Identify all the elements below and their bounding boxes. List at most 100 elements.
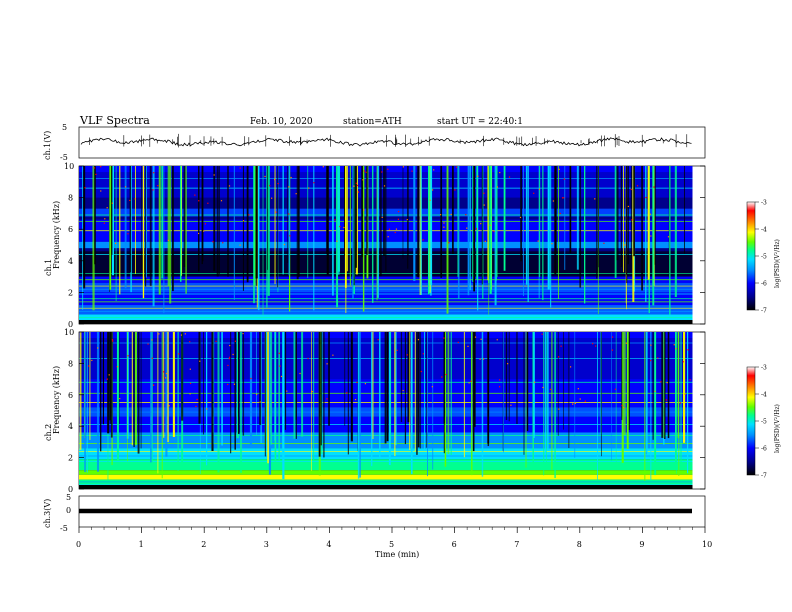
speckle [483, 358, 485, 360]
ch1-spectrogram-ylabel: Frequency (kHz) [52, 201, 61, 269]
speckle [100, 166, 102, 168]
speckle [229, 344, 231, 347]
speckle [288, 213, 290, 215]
speckle [650, 360, 652, 362]
speckle [279, 365, 281, 367]
speckle [111, 339, 114, 341]
ch1-colorbar-ticks: -3 -4 -5 -6 -7 [755, 200, 767, 315]
speckle [106, 378, 108, 380]
time-tick-label: 4 [326, 540, 331, 549]
speckle [259, 401, 261, 403]
speckle [127, 355, 129, 357]
sferic-stripe [625, 166, 627, 304]
sferic-stripe [185, 166, 187, 294]
speckle [614, 388, 617, 390]
sferic-stripe [516, 332, 518, 425]
sferic-stripe [129, 166, 132, 273]
spectrogram-band [79, 459, 693, 471]
speckle [88, 365, 90, 367]
sferic-stripe [84, 332, 86, 473]
speckle [625, 342, 627, 344]
sferic-stripe [359, 332, 361, 478]
ch1-colorbar-label: log(PSD)(V²/Hz) [774, 239, 781, 288]
figure-date: Feb. 10, 2020 [250, 117, 313, 127]
time-tick-label: 1 [139, 540, 144, 549]
speckle [124, 186, 127, 188]
sferic-stripe [473, 166, 476, 292]
ch1-spikes [89, 133, 688, 148]
sferic-stripe [654, 166, 656, 265]
speckle [572, 403, 574, 405]
sferic-stripe [92, 166, 95, 311]
sferic-stripe [611, 332, 612, 461]
sferic-stripe [366, 166, 368, 255]
sferic-stripe [525, 166, 528, 285]
sferic-stripe [554, 166, 557, 275]
speckle [119, 397, 121, 400]
speckle [579, 398, 581, 400]
sferic-stripe [130, 166, 132, 293]
sferic-stripe [427, 166, 430, 295]
sferic-stripe [407, 332, 410, 423]
sferic-stripe [574, 332, 576, 458]
sferic-stripe [150, 332, 152, 463]
sferic-stripe [347, 332, 349, 455]
sferic-stripe [686, 332, 689, 474]
spectrogram-band [79, 305, 693, 315]
speckle [443, 222, 445, 224]
sferic-stripe [630, 166, 632, 260]
sferic-stripe [386, 332, 389, 442]
sferic-stripe [246, 166, 249, 283]
sferic-stripe [663, 332, 665, 438]
speckle [666, 382, 668, 384]
sferic-stripe [532, 332, 534, 465]
sferic-stripe [550, 166, 552, 308]
time-tick-label: 0 [76, 540, 81, 549]
sferic-stripe [419, 332, 421, 449]
speckle [153, 384, 155, 386]
speckle [147, 343, 149, 345]
sferic-stripe [472, 332, 475, 452]
colorbar-tick-label: -4 [761, 227, 767, 234]
sferic-stripe [284, 332, 287, 430]
sferic-stripe [430, 166, 433, 286]
sferic-stripe [615, 332, 617, 470]
sferic-stripe [345, 166, 347, 314]
sferic-stripe [167, 166, 170, 287]
speckle [396, 349, 398, 351]
sferic-stripe [133, 332, 135, 448]
sferic-stripe [149, 166, 152, 286]
sferic-stripe [626, 166, 627, 275]
speckle [157, 185, 159, 187]
speckle [387, 168, 389, 170]
sferic-stripe [255, 166, 258, 279]
sferic-stripe [416, 332, 418, 455]
sferic-stripe [328, 332, 330, 426]
sferic-stripe [255, 332, 257, 435]
sferic-stripe [502, 332, 504, 453]
speckle [429, 199, 431, 201]
speckle [84, 187, 86, 189]
speckle [558, 356, 560, 358]
sferic-stripe [135, 166, 136, 275]
spectrogram-band [79, 314, 693, 321]
speckle [454, 189, 456, 191]
colorbar-tick-label: -7 [761, 473, 767, 480]
sferic-stripe [140, 332, 142, 449]
sferic-stripe [476, 166, 478, 280]
speckle [356, 184, 359, 187]
sferic-stripe [388, 332, 391, 466]
speckle [222, 242, 224, 244]
colorbar-tick-label: -7 [761, 308, 767, 315]
freq-tick-label: 10 [64, 328, 74, 337]
speckle [364, 383, 367, 385]
sferic-stripe [667, 332, 670, 439]
sferic-stripe [163, 332, 165, 438]
speckle [450, 213, 452, 216]
speckle [278, 352, 280, 354]
sferic-stripe [337, 166, 340, 275]
speckle [250, 377, 252, 380]
sferic-stripe [371, 332, 373, 467]
speckle [499, 379, 501, 381]
speckle [584, 400, 586, 402]
